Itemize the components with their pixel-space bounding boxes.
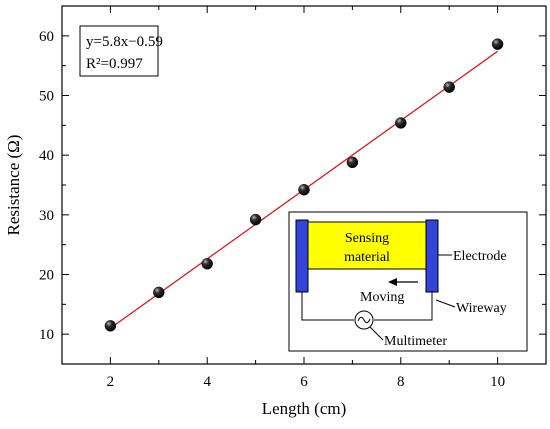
data-point xyxy=(298,184,310,196)
y-tick-label: 60 xyxy=(39,29,54,45)
multimeter-pointer xyxy=(369,326,384,341)
x-tick-label: 8 xyxy=(397,374,405,390)
ac-sine-icon xyxy=(357,316,371,324)
y-axis-title: Resistance (Ω) xyxy=(4,135,23,236)
electrode-right xyxy=(425,219,439,293)
y-tick-label: 30 xyxy=(39,208,54,224)
x-tick-label: 2 xyxy=(107,374,115,390)
axis-ticks xyxy=(61,5,547,365)
x-axis-title: Length (cm) xyxy=(262,399,347,418)
electrode-left xyxy=(295,219,309,293)
x-tick-label: 10 xyxy=(490,374,505,390)
sensing-label-line2: material xyxy=(344,250,390,265)
sensing-label-line1: Sensing xyxy=(345,231,389,246)
moving-label: Moving xyxy=(360,290,404,305)
axis-tick-labels: 2 4 6 8 10 10 20 30 40 50 60 xyxy=(39,29,505,390)
data-point xyxy=(201,258,213,270)
data-point xyxy=(491,38,504,50)
circuit-wire xyxy=(301,292,433,321)
data-point xyxy=(104,320,117,332)
data-point xyxy=(153,286,165,299)
sensing-material-block xyxy=(307,221,427,270)
wireway-pointer xyxy=(435,299,456,308)
x-tick-label: 4 xyxy=(203,374,211,390)
inset-schematic: Sensing material Electrode Moving Wirewa… xyxy=(288,211,528,352)
data-points xyxy=(104,38,504,332)
multimeter-label: Multimeter xyxy=(384,334,447,349)
y-tick-label: 20 xyxy=(39,268,54,284)
fit-r-squared: R²=0.997 xyxy=(86,56,143,72)
data-point xyxy=(395,117,407,129)
y-tick-label: 40 xyxy=(39,148,54,164)
x-tick-label: 6 xyxy=(300,374,308,390)
electrode-label: Electrode xyxy=(453,249,507,264)
equation-box: y=5.8x−0.59 R²=0.997 xyxy=(79,25,163,77)
fit-equation: y=5.8x−0.59 xyxy=(86,34,163,50)
data-point xyxy=(346,156,359,169)
y-tick-label: 50 xyxy=(39,89,54,105)
moving-arrow-head xyxy=(388,278,397,286)
data-point xyxy=(443,81,455,93)
wireway-label: Wireway xyxy=(456,301,507,316)
y-tick-label: 10 xyxy=(39,327,54,343)
data-point xyxy=(249,213,262,226)
equation-box-frame xyxy=(79,25,159,77)
